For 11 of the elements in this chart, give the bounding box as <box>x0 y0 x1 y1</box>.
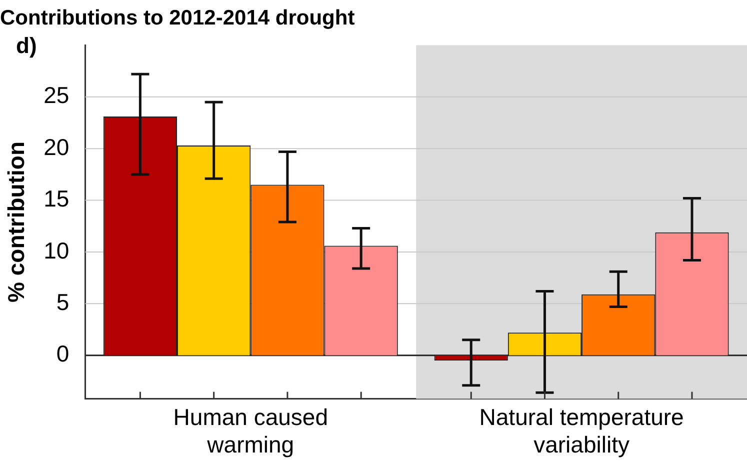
x-tick-label: Natural temperature variability <box>479 404 684 458</box>
y-tick-label: 5 <box>56 289 70 316</box>
y-tick-label: 25 <box>44 82 70 108</box>
x-tick-label: Human caused warming <box>173 404 328 458</box>
y-tick-label: 15 <box>44 186 70 212</box>
y-tick-label: 0 <box>56 340 70 367</box>
y-tick-label: 10 <box>44 237 70 264</box>
text: d) <box>16 33 37 58</box>
chart-title: Contributions to 2012-2014 drought <box>0 6 355 30</box>
y-axis-title: % contribution <box>3 142 30 302</box>
y-tick-label: 20 <box>44 134 70 160</box>
